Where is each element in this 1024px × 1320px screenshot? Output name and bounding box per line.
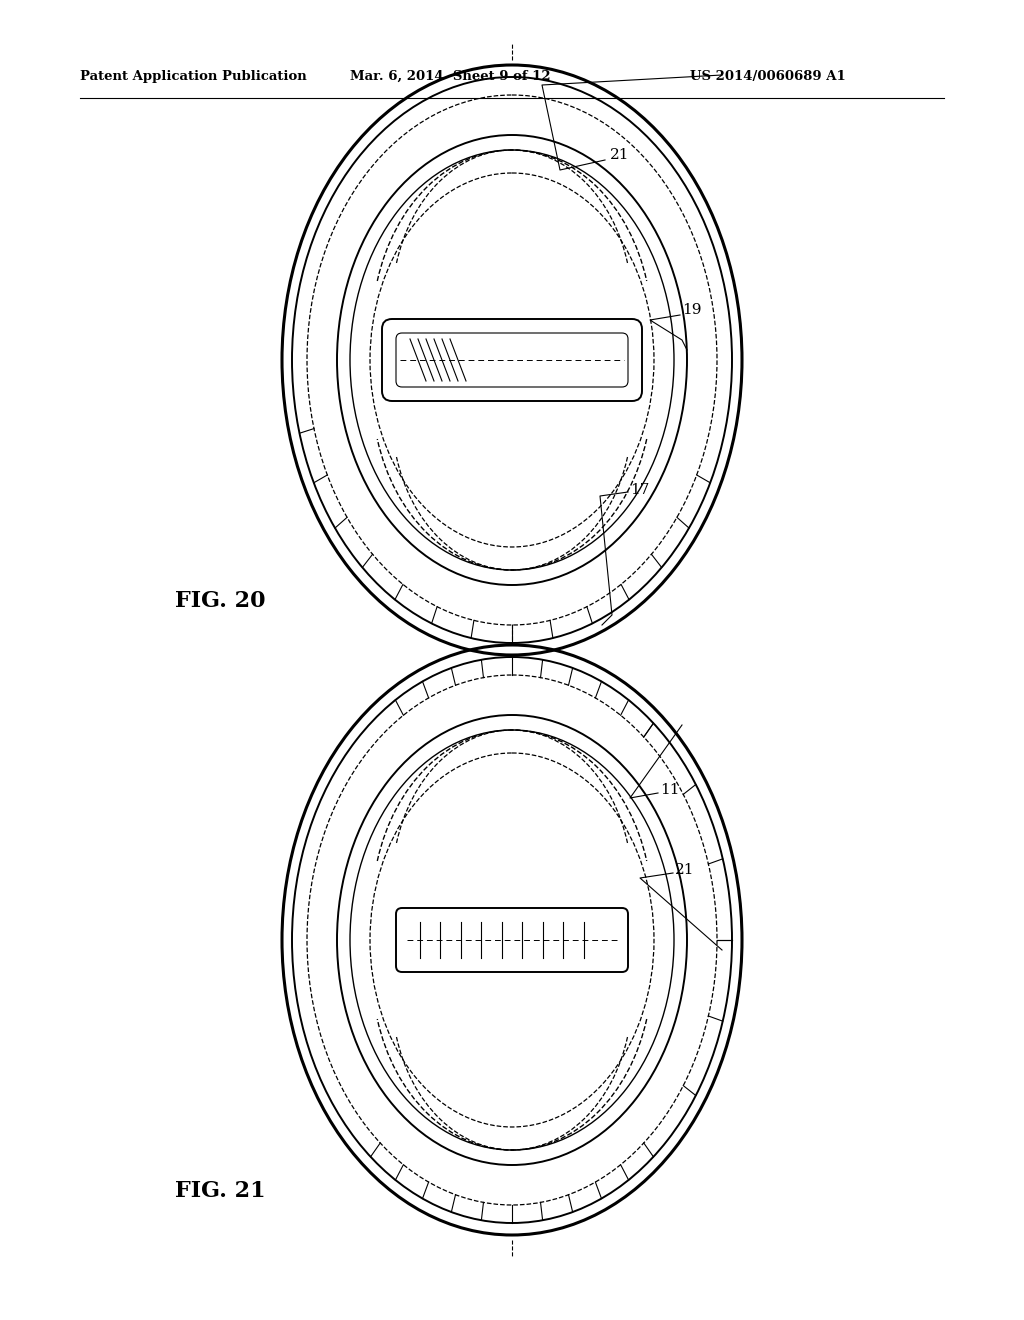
Text: 21: 21	[610, 148, 630, 162]
Text: FIG. 21: FIG. 21	[175, 1180, 265, 1203]
Text: FIG. 20: FIG. 20	[175, 590, 265, 612]
Text: 11: 11	[660, 783, 680, 797]
Text: 21: 21	[675, 863, 694, 876]
Text: Patent Application Publication: Patent Application Publication	[80, 70, 307, 83]
Text: 17: 17	[630, 483, 649, 498]
Text: US 2014/0060689 A1: US 2014/0060689 A1	[690, 70, 846, 83]
Text: 19: 19	[682, 304, 701, 317]
Text: Mar. 6, 2014  Sheet 9 of 12: Mar. 6, 2014 Sheet 9 of 12	[350, 70, 551, 83]
